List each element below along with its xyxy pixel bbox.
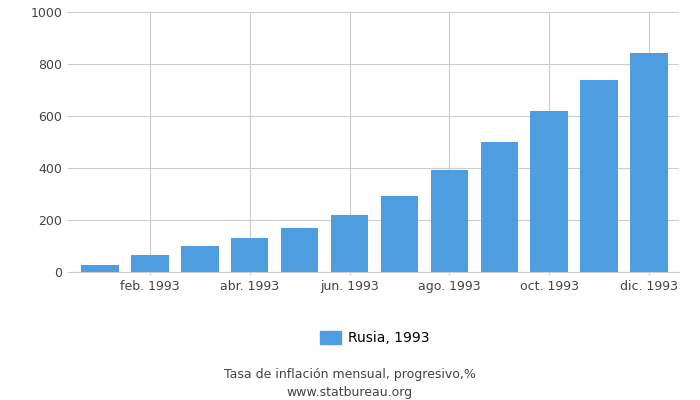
Bar [381, 196, 418, 272]
Bar [430, 170, 468, 272]
Bar [481, 142, 518, 272]
Bar [531, 111, 568, 272]
Bar [81, 265, 119, 272]
Bar [281, 228, 318, 272]
Bar [331, 215, 368, 272]
Text: www.statbureau.org: www.statbureau.org [287, 386, 413, 399]
Bar [181, 246, 218, 272]
Legend: Rusia, 1993: Rusia, 1993 [314, 326, 435, 351]
Text: Tasa de inflación mensual, progresivo,%: Tasa de inflación mensual, progresivo,% [224, 368, 476, 381]
Bar [231, 238, 268, 272]
Bar [580, 80, 618, 272]
Bar [630, 53, 668, 272]
Bar [131, 255, 169, 272]
